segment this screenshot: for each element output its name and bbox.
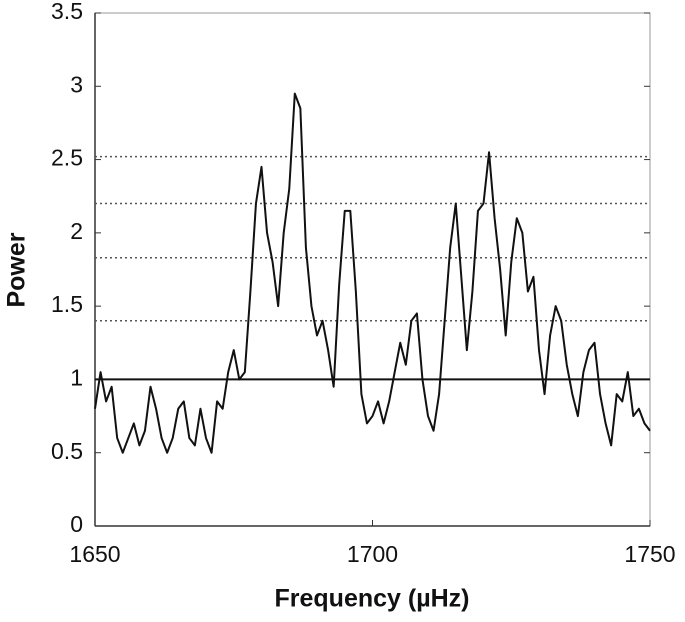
x-axis-label: Frequency (µHz) xyxy=(275,585,470,613)
plot-frame xyxy=(94,12,651,527)
y-tick-label: 1.5 xyxy=(51,291,83,317)
y-tick-label: 0.5 xyxy=(51,438,83,464)
y-tick-label: 2 xyxy=(70,218,83,244)
y-axis-label: Power xyxy=(3,232,31,307)
power-spectrum-line xyxy=(94,92,651,454)
y-tick-label: 3.5 xyxy=(51,0,83,24)
x-tick-label: 1650 xyxy=(69,541,120,567)
y-tick-label: 0 xyxy=(70,511,83,537)
y-tick-label: 2.5 xyxy=(51,145,83,171)
y-tick-label: 3 xyxy=(70,71,83,97)
y-tick-label: 1 xyxy=(70,365,83,391)
x-tick-label: 1700 xyxy=(347,541,398,567)
x-tick-label: 1750 xyxy=(624,541,675,567)
